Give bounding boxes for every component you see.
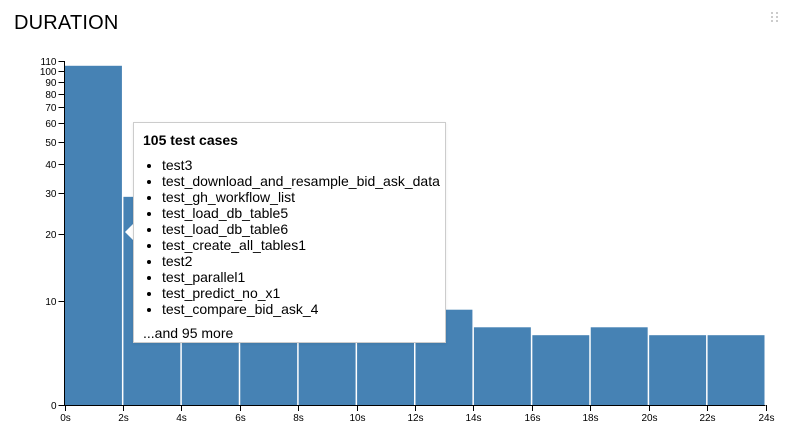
y-tick-label: 0 <box>51 401 57 412</box>
x-tick-label: 24s <box>758 413 774 424</box>
y-tick-label: 10 <box>45 297 57 308</box>
y-tick-label: 50 <box>45 138 57 149</box>
x-tick-label: 4s <box>176 413 187 424</box>
tooltip-item: test2 <box>162 253 435 269</box>
x-tick-label: 6s <box>235 413 246 424</box>
y-tick-label: 70 <box>45 103 57 114</box>
tooltip-arrow <box>125 224 133 240</box>
y-tick-label: 80 <box>45 90 57 101</box>
tooltip-item: test_load_db_table6 <box>162 221 435 237</box>
histogram-bar[interactable] <box>473 327 531 405</box>
histogram-bar[interactable] <box>649 335 707 405</box>
x-tick-label: 22s <box>699 413 715 424</box>
x-tick-label: 20s <box>641 413 657 424</box>
tooltip-title: 105 test cases <box>143 132 238 148</box>
tooltip-item: test_predict_no_x1 <box>162 285 435 301</box>
y-tick-label: 40 <box>45 160 57 171</box>
x-tick-label: 12s <box>407 413 423 424</box>
tooltip-item: test_gh_workflow_list <box>162 189 435 205</box>
tooltip-item: test_load_db_table5 <box>162 205 435 221</box>
x-tick-label: 14s <box>465 413 481 424</box>
y-tick-label: 20 <box>45 230 57 241</box>
drag-handle-icon[interactable] <box>771 12 779 25</box>
tooltip-list: test3 test_download_and_resample_bid_ask… <box>143 157 440 317</box>
histogram-bar[interactable] <box>65 65 122 405</box>
x-tick-label: 0s <box>60 413 71 424</box>
x-tick-label: 10s <box>349 413 365 424</box>
histogram-bar[interactable] <box>532 335 590 405</box>
x-tick-label: 8s <box>293 413 304 424</box>
x-tick-label: 2s <box>118 413 129 424</box>
histogram-bar[interactable] <box>590 327 648 405</box>
tooltip-item: test_download_and_resample_bid_ask_data <box>162 173 440 189</box>
y-tick-label: 100 <box>40 67 57 78</box>
y-tick-label: 60 <box>45 119 57 130</box>
chart-title: DURATION <box>14 12 119 34</box>
tooltip-more: ...and 95 more <box>143 325 234 341</box>
tooltip-item: test_parallel1 <box>162 269 435 285</box>
y-tick-label: 30 <box>45 189 57 200</box>
histogram-bar[interactable] <box>707 335 765 405</box>
tooltip-item: test_create_all_tables1 <box>162 237 435 253</box>
x-tick-label: 18s <box>582 413 598 424</box>
tooltip-item: test_compare_bid_ask_4 <box>162 301 435 317</box>
x-tick-label: 16s <box>524 413 540 424</box>
y-tick-label: 90 <box>45 78 57 89</box>
y-tick-label: 110 <box>41 57 57 68</box>
tooltip-panel: 105 test cases test3 test_download_and_r… <box>133 122 446 343</box>
tooltip-item: test3 <box>162 157 435 173</box>
